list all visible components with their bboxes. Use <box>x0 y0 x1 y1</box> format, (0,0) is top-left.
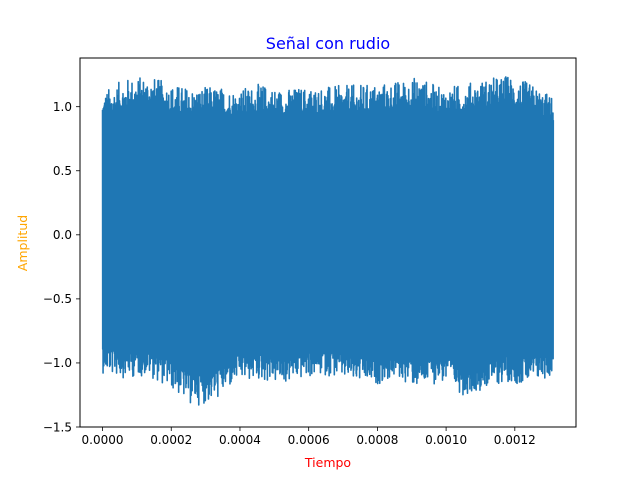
y-tick-label: −1.5 <box>43 420 72 434</box>
x-axis-label: Tiempo <box>304 455 351 470</box>
x-tick-label: 0.0004 <box>219 433 261 447</box>
y-tick-label: −1.0 <box>43 356 72 370</box>
axes-frame <box>79 57 577 428</box>
plot-area <box>79 57 577 428</box>
signal-line <box>101 76 555 406</box>
x-tick-label: 0.0012 <box>494 433 536 447</box>
y-tick-label: 0.5 <box>53 164 72 178</box>
x-tick-label: 0.0006 <box>288 433 330 447</box>
y-axis-label: Amplitud <box>15 215 30 271</box>
y-tick-label: 0.0 <box>53 228 72 242</box>
x-tick-label: 0.0008 <box>356 433 398 447</box>
y-tick-label: −0.5 <box>43 292 72 306</box>
y-tick-label: 1.0 <box>53 100 72 114</box>
x-tick-label: 0.0002 <box>150 433 192 447</box>
x-tick-label: 0.0000 <box>82 433 124 447</box>
x-tick-label: 0.0010 <box>425 433 467 447</box>
y-axis-ticks: −1.5 −1.0 −0.5 0.0 0.5 1.0 <box>43 100 80 434</box>
chart-title: Señal con rudio <box>266 34 390 53</box>
x-axis-ticks: 0.0000 0.0002 0.0004 0.0006 0.0008 0.0010 0.00… <box>82 427 536 447</box>
